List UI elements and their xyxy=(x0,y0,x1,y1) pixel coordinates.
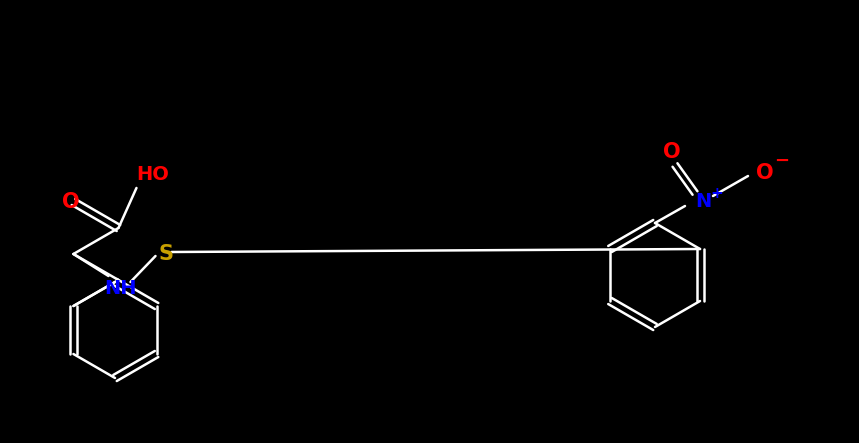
Text: O: O xyxy=(663,142,681,162)
Text: N: N xyxy=(695,191,711,210)
Text: O: O xyxy=(756,163,774,183)
Text: NH: NH xyxy=(104,279,137,298)
Text: +: + xyxy=(710,186,723,201)
Text: S: S xyxy=(159,244,174,264)
Text: HO: HO xyxy=(136,166,169,184)
Text: −: − xyxy=(775,152,789,170)
Text: O: O xyxy=(62,192,79,212)
